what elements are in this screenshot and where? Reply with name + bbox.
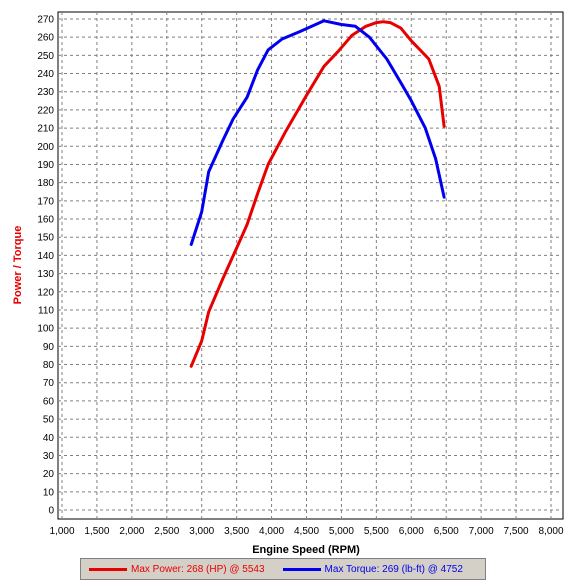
x-tick-label: 5,500 — [364, 526, 389, 537]
power-series-line — [189, 20, 446, 368]
x-tick-label: 6,500 — [434, 526, 459, 537]
x-axis-label: Engine Speed (RPM) — [252, 544, 360, 556]
y-tick-label: 200 — [37, 142, 54, 153]
x-tick-label: 2,500 — [154, 526, 179, 537]
legend-item-power: Max Power: 268 (HP) @ 5543 — [89, 564, 265, 575]
y-tick-label: 220 — [37, 105, 54, 116]
y-tick-label: 10 — [43, 487, 55, 498]
y-tick-label: 100 — [37, 324, 54, 335]
y-tick-label: 160 — [37, 215, 54, 226]
y-axis-label: Power / Torque — [12, 226, 24, 305]
x-tick-label: 7,500 — [504, 526, 529, 537]
torque-series-line — [189, 19, 446, 246]
y-tick-label: 260 — [37, 33, 54, 44]
legend-label-torque: Max Torque: 269 (lb-ft) @ 4752 — [324, 563, 463, 575]
y-tick-label: 150 — [37, 233, 54, 244]
y-tick-label: 140 — [37, 251, 54, 262]
y-tick-label: 250 — [37, 51, 54, 62]
y-tick-label: 20 — [43, 469, 55, 480]
y-tick-label: 190 — [37, 160, 54, 171]
legend: Max Power: 268 (HP) @ 5543 Max Torque: 2… — [80, 558, 486, 580]
y-tick-label: 270 — [37, 15, 54, 26]
x-tick-label: 1,500 — [84, 526, 109, 537]
y-axis-ticks: 0 10 20 30 40 50 60 70 80 90 100 110 120 130 140 150 160… — [37, 15, 54, 517]
x-tick-label: 6,000 — [399, 526, 424, 537]
x-tick-label: 7,000 — [469, 526, 494, 537]
y-tick-label: 80 — [43, 360, 55, 371]
y-tick-label: 130 — [37, 269, 54, 280]
x-tick-label: 1,000 — [49, 526, 74, 537]
x-tick-label: 3,000 — [189, 526, 214, 537]
y-tick-label: 90 — [43, 342, 55, 353]
x-tick-label: 5,000 — [329, 526, 354, 537]
y-tick-label: 210 — [37, 124, 54, 135]
y-tick-label: 110 — [38, 305, 54, 316]
legend-item-torque: Max Torque: 269 (lb-ft) @ 4752 — [282, 563, 463, 575]
legend-swatch-power — [89, 567, 127, 571]
y-tick-label: 60 — [43, 396, 55, 407]
y-tick-label: 240 — [37, 69, 54, 80]
gridlines — [58, 12, 563, 519]
x-tick-label: 3,500 — [224, 526, 249, 537]
y-tick-label: 0 — [48, 506, 54, 517]
y-tick-label: 230 — [37, 87, 54, 98]
y-tick-label: 120 — [37, 287, 54, 298]
series-lines — [189, 19, 446, 368]
x-axis-ticks: 1,000 1,500 2,000 2,500 3,000 3,500 4,000 4,500… — [49, 526, 563, 537]
x-tick-label: 2,000 — [119, 526, 144, 537]
x-tick-label: 8,000 — [538, 526, 563, 537]
y-tick-label: 70 — [43, 378, 55, 389]
y-tick-label: 180 — [37, 178, 54, 189]
y-tick-label: 30 — [43, 451, 55, 462]
legend-swatch-torque — [282, 567, 321, 571]
y-tick-label: 40 — [43, 433, 55, 444]
legend-label-power: Max Power: 268 (HP) @ 5543 — [131, 563, 265, 575]
plot-background — [57, 11, 564, 520]
x-tick-label: 4,000 — [259, 526, 284, 537]
y-tick-label: 170 — [37, 196, 54, 207]
y-tick-label: 50 — [43, 415, 55, 426]
x-tick-label: 4,500 — [294, 526, 319, 537]
